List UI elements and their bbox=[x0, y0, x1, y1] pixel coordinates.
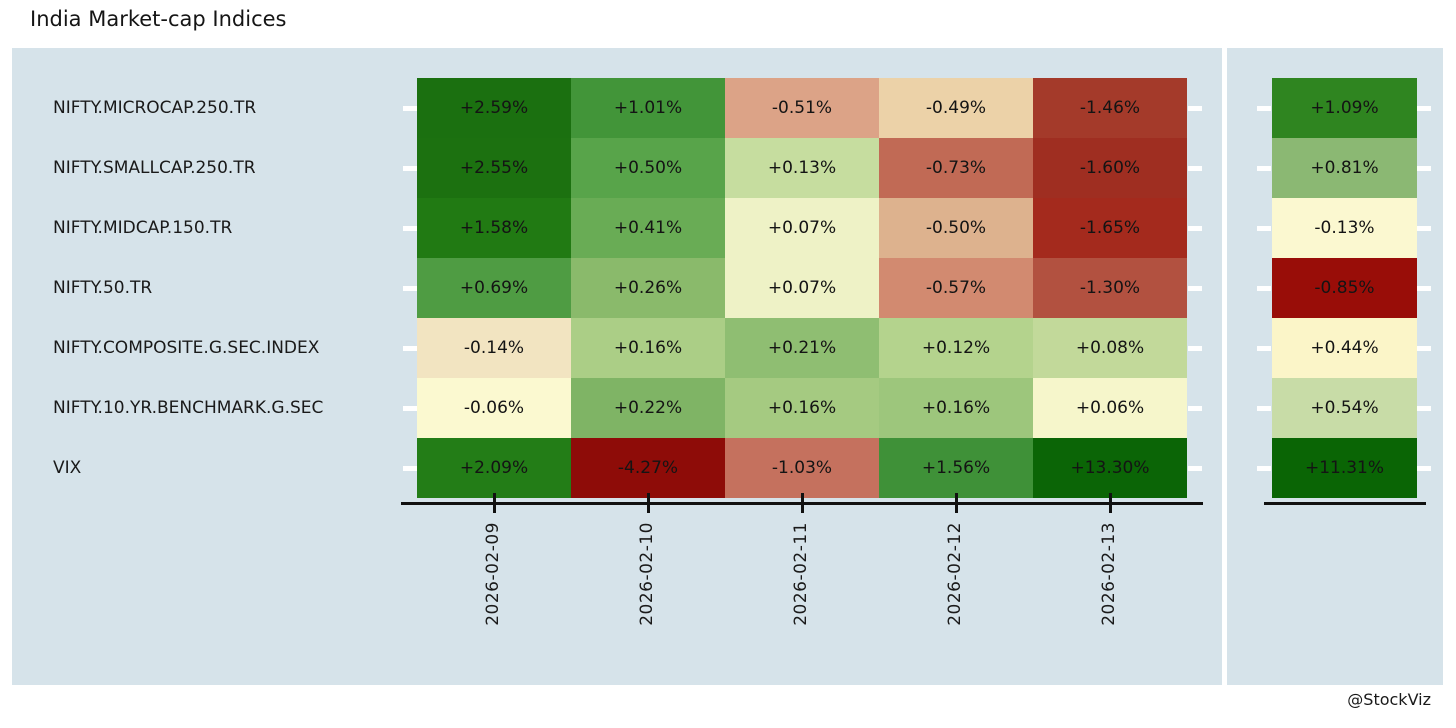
heatmap-cell: +0.50% bbox=[571, 138, 725, 198]
y-tick bbox=[1257, 406, 1271, 411]
x-tick-label: 2026-02-11 bbox=[791, 522, 811, 626]
chart-title: India Market-cap Indices bbox=[30, 7, 287, 31]
y-tick bbox=[1417, 286, 1431, 291]
heatmap-cell: -0.06% bbox=[417, 378, 571, 438]
heatmap-cell: +2.59% bbox=[417, 78, 571, 138]
x-tick bbox=[493, 493, 496, 513]
heatmap-cell: +0.22% bbox=[571, 378, 725, 438]
heatmap-cell: -0.57% bbox=[879, 258, 1033, 318]
x-tick-label: 2026-02-13 bbox=[1099, 522, 1119, 626]
y-tick bbox=[1417, 406, 1431, 411]
summary-cell: +1.09% bbox=[1272, 78, 1417, 138]
heatmap-cell: +0.06% bbox=[1033, 378, 1187, 438]
heatmap-cell: -0.49% bbox=[879, 78, 1033, 138]
row-label: NIFTY.50.TR bbox=[53, 278, 153, 298]
heatmap-cell: +0.08% bbox=[1033, 318, 1187, 378]
row-label: NIFTY.10.YR.BENCHMARK.G.SEC bbox=[53, 398, 324, 418]
y-tick bbox=[1417, 466, 1431, 471]
y-tick bbox=[1417, 106, 1431, 111]
summary-cell: +11.31% bbox=[1272, 438, 1417, 498]
summary-cell: +0.81% bbox=[1272, 138, 1417, 198]
y-tick bbox=[403, 466, 417, 471]
heatmap-cell: +0.41% bbox=[571, 198, 725, 258]
heatmap-cell: +0.16% bbox=[879, 378, 1033, 438]
y-tick bbox=[403, 226, 417, 231]
y-tick bbox=[403, 346, 417, 351]
heatmap-cell: +0.16% bbox=[725, 378, 879, 438]
heatmap-cell: -0.50% bbox=[879, 198, 1033, 258]
x-tick bbox=[647, 493, 650, 513]
row-label: NIFTY.COMPOSITE.G.SEC.INDEX bbox=[53, 338, 320, 358]
y-tick bbox=[1188, 226, 1202, 231]
watermark-credit: @StockViz bbox=[1347, 690, 1431, 709]
y-tick bbox=[1417, 226, 1431, 231]
y-tick bbox=[1257, 106, 1271, 111]
heatmap-cell: +0.13% bbox=[725, 138, 879, 198]
y-tick bbox=[1257, 466, 1271, 471]
x-tick-label: 2026-02-10 bbox=[637, 522, 657, 626]
y-tick bbox=[1188, 346, 1202, 351]
summary-cell: -0.13% bbox=[1272, 198, 1417, 258]
y-tick bbox=[1188, 466, 1202, 471]
summary-cell: -0.85% bbox=[1272, 258, 1417, 318]
summary-cell: +0.44% bbox=[1272, 318, 1417, 378]
row-label: VIX bbox=[53, 458, 82, 478]
heatmap-cell: +0.07% bbox=[725, 198, 879, 258]
y-tick bbox=[1257, 286, 1271, 291]
y-tick bbox=[1257, 226, 1271, 231]
y-tick bbox=[1188, 106, 1202, 111]
heatmap-cell: -1.60% bbox=[1033, 138, 1187, 198]
heatmap-cell: +1.56% bbox=[879, 438, 1033, 498]
y-tick bbox=[1188, 286, 1202, 291]
y-tick bbox=[1257, 166, 1271, 171]
y-tick bbox=[403, 166, 417, 171]
y-tick bbox=[1417, 166, 1431, 171]
heatmap-cell: +1.01% bbox=[571, 78, 725, 138]
heatmap-cell: -1.65% bbox=[1033, 198, 1187, 258]
y-tick bbox=[1188, 406, 1202, 411]
heatmap-cell: -0.14% bbox=[417, 318, 571, 378]
row-label: NIFTY.MICROCAP.250.TR bbox=[53, 98, 257, 118]
heatmap-cell: -1.03% bbox=[725, 438, 879, 498]
heatmap-cell: +13.30% bbox=[1033, 438, 1187, 498]
row-label: NIFTY.MIDCAP.150.TR bbox=[53, 218, 233, 238]
heatmap-cell: -0.73% bbox=[879, 138, 1033, 198]
y-tick bbox=[403, 406, 417, 411]
y-tick bbox=[1257, 346, 1271, 351]
y-tick bbox=[403, 106, 417, 111]
heatmap-cell: +2.55% bbox=[417, 138, 571, 198]
heatmap-cell: -1.30% bbox=[1033, 258, 1187, 318]
heatmap-cell: +2.09% bbox=[417, 438, 571, 498]
heatmap-cell: -0.51% bbox=[725, 78, 879, 138]
x-axis-line-summary bbox=[1264, 502, 1426, 505]
row-label: NIFTY.SMALLCAP.250.TR bbox=[53, 158, 256, 178]
y-tick bbox=[1188, 166, 1202, 171]
heatmap-cell: +0.12% bbox=[879, 318, 1033, 378]
heatmap-cell: +1.58% bbox=[417, 198, 571, 258]
heatmap-cell: +0.16% bbox=[571, 318, 725, 378]
x-tick bbox=[1109, 493, 1112, 513]
heatmap-cell: -4.27% bbox=[571, 438, 725, 498]
x-tick-label: 2026-02-09 bbox=[483, 522, 503, 626]
heatmap-cell: +0.26% bbox=[571, 258, 725, 318]
heatmap-cell: -1.46% bbox=[1033, 78, 1187, 138]
heatmap-cell: +0.07% bbox=[725, 258, 879, 318]
x-tick bbox=[801, 493, 804, 513]
x-tick-label: 2026-02-12 bbox=[945, 522, 965, 626]
heatmap-cell: +0.69% bbox=[417, 258, 571, 318]
x-tick bbox=[955, 493, 958, 513]
summary-cell: +0.54% bbox=[1272, 378, 1417, 438]
y-tick bbox=[1417, 346, 1431, 351]
heatmap-cell: +0.21% bbox=[725, 318, 879, 378]
y-tick bbox=[403, 286, 417, 291]
